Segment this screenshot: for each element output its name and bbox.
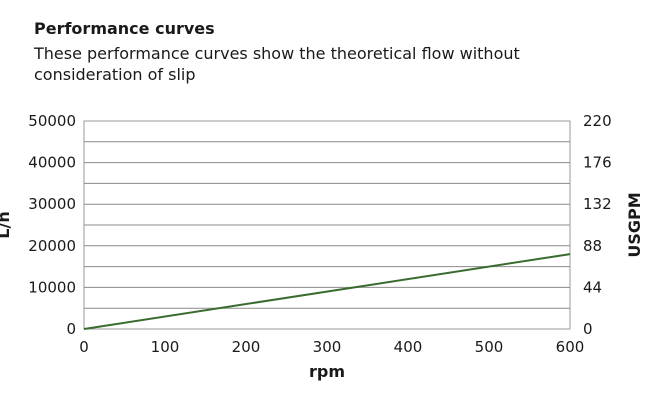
- y-tick-label: 40000: [28, 154, 76, 172]
- x-tick-labels: 0 100 200 300 400 500 600: [79, 338, 584, 356]
- y-tick-label: 0: [66, 320, 76, 338]
- x-tick-label: 0: [79, 338, 89, 356]
- y2-tick-label: 176: [583, 154, 612, 172]
- x-tick-label: 300: [313, 338, 342, 356]
- y-tick-label: 20000: [28, 237, 76, 255]
- chart-subtitle: These performance curves show the theore…: [34, 44, 520, 84]
- y-tick-label: 10000: [28, 278, 76, 296]
- grid: [83, 120, 571, 330]
- y-axis-label: L/h: [0, 211, 13, 238]
- x-tick-label: 600: [556, 338, 585, 356]
- y-tick-label: 30000: [28, 195, 76, 213]
- x-tick-label: 400: [394, 338, 423, 356]
- y-tick-label: 50000: [28, 112, 76, 130]
- y2-tick-label: 88: [583, 237, 602, 255]
- chart-title: Performance curves: [34, 19, 215, 38]
- y2-tick-label: 0: [583, 320, 593, 338]
- x-tick-label: 100: [151, 338, 180, 356]
- y2-tick-label: 132: [583, 195, 612, 213]
- x-tick-label: 500: [475, 338, 504, 356]
- y2-tick-label: 44: [583, 278, 602, 296]
- y2-tick-labels: 0 44 88 132 176 220: [583, 112, 612, 338]
- y2-axis-label: USGPM: [625, 192, 644, 257]
- series-layer: [83, 253, 571, 330]
- series-line: [83, 253, 571, 330]
- x-tick-label: 200: [232, 338, 261, 356]
- y2-tick-label: 220: [583, 112, 612, 130]
- x-axis-label: rpm: [309, 362, 345, 381]
- y-tick-labels: 0 10000 20000 30000 40000 50000: [28, 112, 76, 338]
